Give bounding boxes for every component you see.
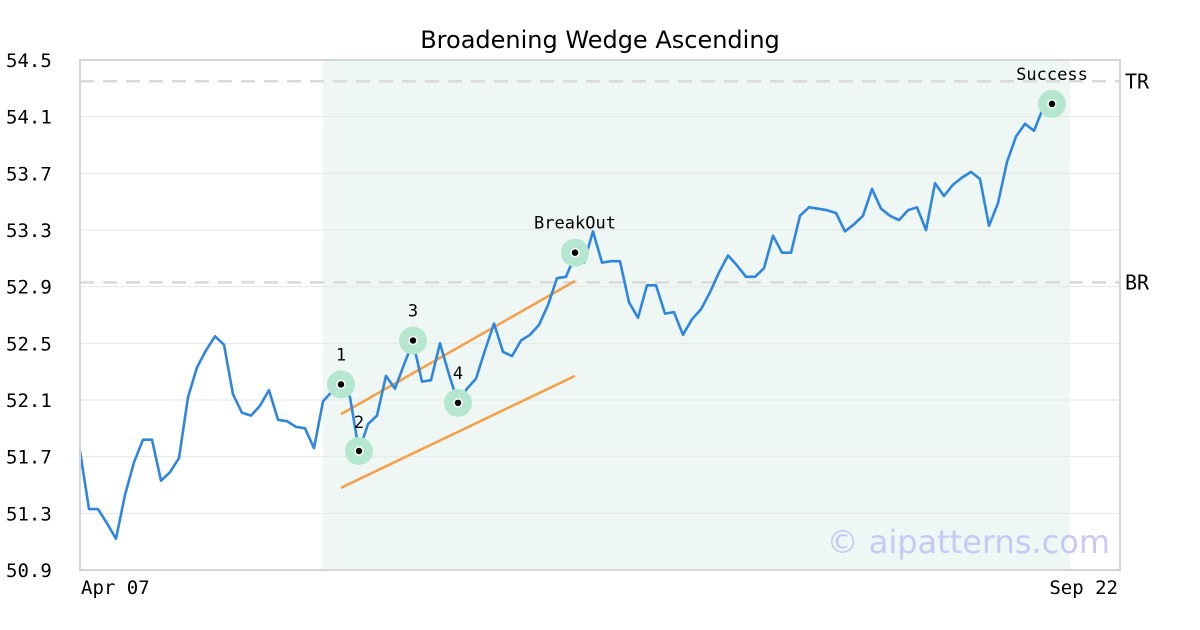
pattern-points: 1 2 3 4 BreakOut Success [327,65,1088,465]
y-tick-label: 53.7 [6,163,52,185]
y-tick-label: 51.7 [6,447,52,469]
y-tick-label: 54.1 [6,107,52,129]
point-marker [570,247,580,258]
y-tick-label: 52.1 [6,390,52,412]
chart-title: Broadening Wedge Ascending [420,26,780,54]
level-label: BR [1125,270,1150,294]
point-marker [336,379,346,390]
point-marker [1047,99,1057,109]
y-tick-label: 52.5 [6,333,52,355]
y-tick-label: 52.9 [6,277,52,299]
plot-frame [79,59,1121,571]
y-tick-label: 51.3 [6,503,52,525]
point-label: BreakOut [534,214,616,234]
y-tick-label: 53.3 [6,220,52,242]
wedge-lines [340,279,576,490]
y-axis-ticks: 50.9 51.3 51.7 52.1 52.5 52.9 53.3 53.7 54.1 54.5 [6,50,52,582]
price-line [78,104,1061,541]
level-label: TR [1125,69,1150,93]
point-label: Success [1016,65,1088,85]
x-axis-ticks: Apr 07 Sep 22 [81,577,1118,599]
point-marker [408,335,418,346]
level-lines: TR BR [80,69,1150,294]
point-label: 1 [336,345,346,365]
wedge-trendline [340,279,576,416]
wedge-trendline [340,374,576,490]
watermark: © aipatterns.com [827,523,1110,561]
point-marker [354,446,364,456]
y-tick-label: 50.9 [6,560,52,582]
x-tick-label: Sep 22 [1049,577,1118,599]
y-tick-label: 54.5 [6,50,52,72]
point-marker [453,398,463,408]
point-label: 2 [354,413,364,433]
point-label: 4 [453,364,463,384]
point-label: 3 [408,302,418,322]
x-tick-label: Apr 07 [81,577,150,599]
